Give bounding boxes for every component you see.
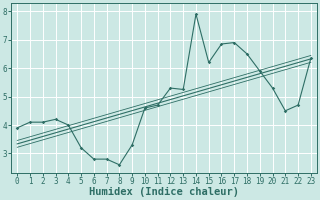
X-axis label: Humidex (Indice chaleur): Humidex (Indice chaleur) (89, 187, 239, 197)
